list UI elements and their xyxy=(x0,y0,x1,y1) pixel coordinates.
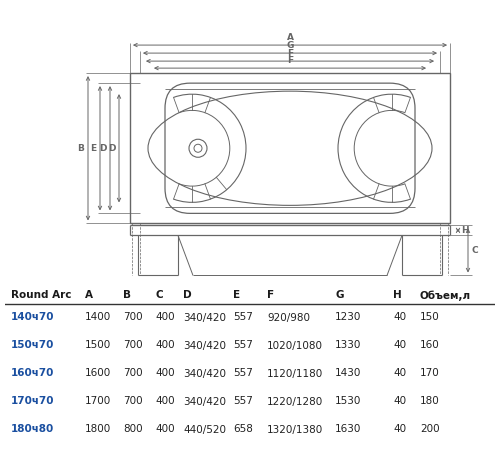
Text: 400: 400 xyxy=(155,396,174,406)
Text: 1220/1280: 1220/1280 xyxy=(267,396,323,406)
Text: F: F xyxy=(287,49,293,58)
Text: H: H xyxy=(393,291,402,301)
Text: B: B xyxy=(77,144,84,153)
Text: 400: 400 xyxy=(155,369,174,378)
Text: 1020/1080: 1020/1080 xyxy=(267,341,323,351)
Text: 340/420: 340/420 xyxy=(183,341,226,351)
Text: 40: 40 xyxy=(393,341,406,351)
Text: A: A xyxy=(85,291,93,301)
Text: C: C xyxy=(155,291,162,301)
Text: 557: 557 xyxy=(233,396,253,406)
Text: 800: 800 xyxy=(123,424,142,435)
Text: 40: 40 xyxy=(393,369,406,378)
Text: 340/420: 340/420 xyxy=(183,312,226,323)
Text: E: E xyxy=(233,291,240,301)
Text: 700: 700 xyxy=(123,369,142,378)
Text: G: G xyxy=(286,41,294,50)
Text: 1700: 1700 xyxy=(85,396,111,406)
Text: F: F xyxy=(287,56,293,65)
Bar xyxy=(130,73,450,223)
Text: Round Arc: Round Arc xyxy=(11,291,72,301)
Text: 150: 150 xyxy=(420,312,440,323)
Text: 160ч70: 160ч70 xyxy=(11,369,54,378)
Text: 170: 170 xyxy=(420,369,440,378)
Text: 1430: 1430 xyxy=(335,369,361,378)
Text: E: E xyxy=(90,144,96,153)
Text: 1400: 1400 xyxy=(85,312,111,323)
Text: 557: 557 xyxy=(233,341,253,351)
Text: 400: 400 xyxy=(155,424,174,435)
Text: 557: 557 xyxy=(233,312,253,323)
Text: G: G xyxy=(335,291,344,301)
Text: 1530: 1530 xyxy=(335,396,361,406)
Text: 920/980: 920/980 xyxy=(267,312,310,323)
Text: 1630: 1630 xyxy=(335,424,361,435)
Text: 1320/1380: 1320/1380 xyxy=(267,424,323,435)
Text: 340/420: 340/420 xyxy=(183,369,226,378)
Text: 180: 180 xyxy=(420,396,440,406)
Text: 1500: 1500 xyxy=(85,341,111,351)
Text: 1800: 1800 xyxy=(85,424,111,435)
Text: F: F xyxy=(267,291,274,301)
Text: C: C xyxy=(471,246,478,255)
Text: 557: 557 xyxy=(233,369,253,378)
Text: 340/420: 340/420 xyxy=(183,396,226,406)
Text: 400: 400 xyxy=(155,341,174,351)
Text: H: H xyxy=(461,226,468,235)
Text: 170ч70: 170ч70 xyxy=(11,396,54,406)
Text: 700: 700 xyxy=(123,341,142,351)
Text: 140ч70: 140ч70 xyxy=(11,312,54,323)
Text: D: D xyxy=(183,291,192,301)
Text: 180ч80: 180ч80 xyxy=(11,424,54,435)
Text: B: B xyxy=(123,291,131,301)
Text: 1230: 1230 xyxy=(335,312,361,323)
Text: 200: 200 xyxy=(420,424,440,435)
Text: 40: 40 xyxy=(393,396,406,406)
Text: 400: 400 xyxy=(155,312,174,323)
Text: A: A xyxy=(286,33,294,42)
Text: 700: 700 xyxy=(123,312,142,323)
Text: D: D xyxy=(108,144,116,153)
Text: 1120/1180: 1120/1180 xyxy=(267,369,323,378)
Text: 658: 658 xyxy=(233,424,253,435)
Text: 440/520: 440/520 xyxy=(183,424,226,435)
Text: 40: 40 xyxy=(393,424,406,435)
Text: Объем,л: Объем,л xyxy=(420,290,471,301)
Text: 160: 160 xyxy=(420,341,440,351)
Text: 1330: 1330 xyxy=(335,341,361,351)
Text: 1600: 1600 xyxy=(85,369,111,378)
Text: D: D xyxy=(100,144,107,153)
Text: 40: 40 xyxy=(393,312,406,323)
Text: 700: 700 xyxy=(123,396,142,406)
Text: 150ч70: 150ч70 xyxy=(11,341,54,351)
